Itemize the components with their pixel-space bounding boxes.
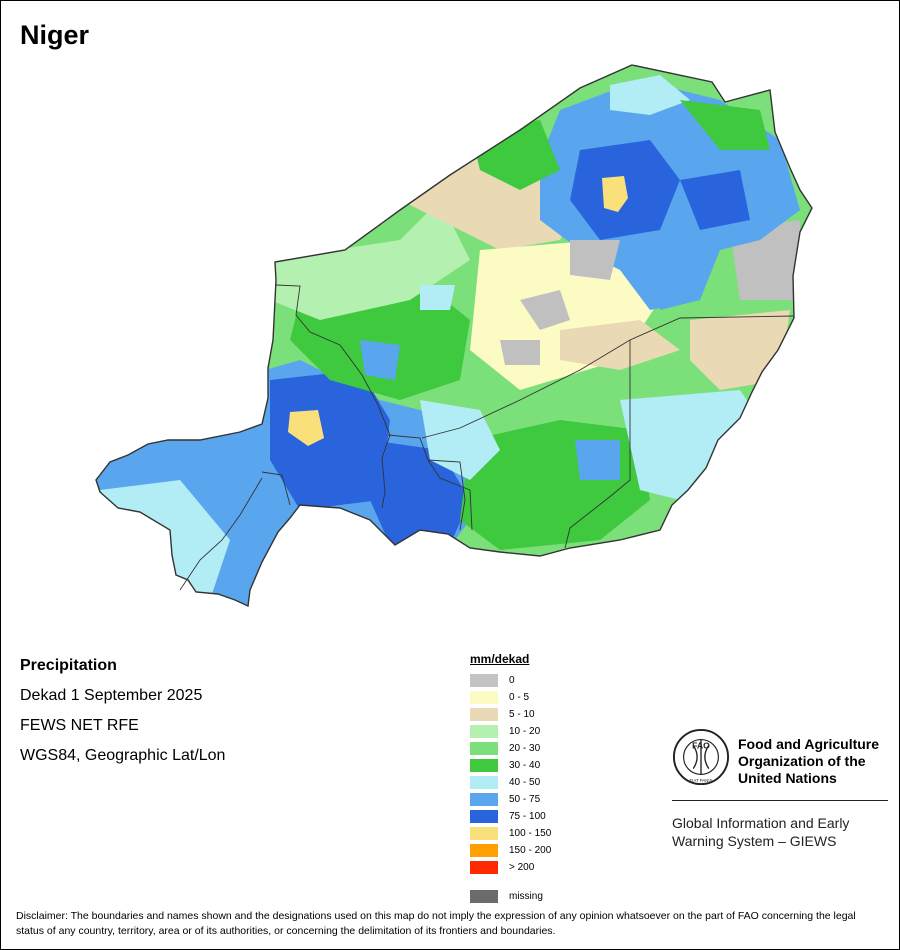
legend-swatch [470,776,498,789]
legend-label: > 200 [509,862,535,873]
legend-label: 50 - 75 [509,794,541,805]
precip-zone-south-5075 [575,440,620,480]
precip-zone-center-0-a [520,290,570,330]
legend-item: 40 - 50 [470,774,600,791]
boundary-niamey-west [261,471,291,506]
legend-label-missing: missing [509,891,543,902]
legend-label: 75 - 100 [509,811,546,822]
precip-zone-center-510 [560,320,680,370]
period-label: Dekad 1 September 2025 [20,687,203,704]
legend-label: 40 - 50 [509,777,541,788]
legend-item: 30 - 40 [470,757,600,774]
legend-item: 20 - 30 [470,740,600,757]
boundary-maradi-zinder [427,459,466,531]
legend-swatch [470,861,498,874]
legend-item: 10 - 20 [470,723,600,740]
legend-label: 0 [509,675,515,686]
precip-zone-south-4050 [420,400,500,480]
giews-name: Global Information and Early Warning Sys… [672,814,882,850]
legend-item: 150 - 200 [470,842,600,859]
fao-name-line: United Nations [738,770,837,786]
precip-zone-air-south-5075 [650,250,700,310]
legend-item: 0 [470,672,600,689]
legend-swatch [470,844,498,857]
legend-label: 150 - 200 [509,845,552,856]
legend-label: 20 - 30 [509,743,541,754]
legend-items: 0 0 - 5 5 - 10 10 - 20 20 - 30 30 - 40 40 - 50… [470,672,600,876]
legend-swatch [470,674,498,687]
precip-zone-center-north-0 [570,240,620,280]
fao-divider [672,800,888,801]
legend-label: 100 - 150 [509,828,552,839]
source-label: FEWS NET RFE [20,717,139,734]
legend-item: 100 - 150 [470,825,600,842]
fao-name-line: Food and Agriculture [738,736,880,752]
giews-line: Global Information and Early [672,815,850,831]
legend-item: 75 - 100 [470,808,600,825]
precip-zone-north-4050 [610,75,690,115]
fao-logo-icon: FAO FIAT PANIS [672,728,730,786]
legend-swatch [470,742,498,755]
legend-label: 0 - 5 [509,692,530,703]
legend-swatch [470,759,498,772]
legend: mm/dekad 0 0 - 5 5 - 10 10 - 20 20 - 30 30 - … [470,652,600,905]
fao-name-line: Organization of the [738,753,866,769]
boundary-tillaberi-tahoua [275,284,391,509]
niger-map [95,64,813,607]
precip-zone-southeast-4050 [620,390,760,500]
legend-label: 10 - 20 [509,726,541,737]
legend-label: 5 - 10 [509,709,535,720]
giews-line: Warning System – GIEWS [672,833,837,849]
legend-item: 50 - 75 [470,791,600,808]
disclaimer: Disclaimer: The boundaries and names sho… [16,910,856,937]
precip-zone-west-75100 [270,370,390,510]
legend-item: > 200 [470,859,600,876]
legend-item-missing: missing [470,888,600,905]
precip-zone-central-4050 [420,285,455,310]
precip-zone-central-5075 [360,340,400,380]
map-area[interactable] [0,0,900,640]
map-info: Precipitation Dekad 1 September 2025 FEW… [20,656,225,776]
fao-logo-text: FAO [692,740,710,750]
legend-swatch [470,793,498,806]
legend-label: 30 - 40 [509,760,541,771]
legend-item: 0 - 5 [470,689,600,706]
region-boundaries [179,284,795,591]
legend-swatch [470,725,498,738]
variable-label: Precipitation [20,657,117,674]
fao-name: Food and Agriculture Organization of the… [738,736,898,787]
legend-item: 5 - 10 [470,706,600,723]
boundary-agadez-south [421,315,795,439]
precip-zone-air-east-75100 [680,170,750,230]
boundary-tahoua-maradi [387,434,473,531]
boundary-zinder-diffa [564,340,631,549]
legend-swatch-missing [470,890,498,903]
precip-zone-west-100150 [288,410,324,446]
map-title: Niger [20,20,90,50]
legend-swatch [470,708,498,721]
legend-swatch [470,810,498,823]
precip-zone-northeast-3040 [680,100,770,150]
precip-zone-center-0-b [500,340,540,365]
fao-logo-subtext: FIAT PANIS [690,778,713,783]
legend-swatch [470,827,498,840]
legend-title: mm/dekad [470,652,530,666]
precip-zone-air-100150 [602,176,628,212]
projection-label: WGS84, Geographic Lat/Lon [20,747,226,764]
boundary-dosso-tillaberi [179,477,263,591]
legend-swatch [470,691,498,704]
